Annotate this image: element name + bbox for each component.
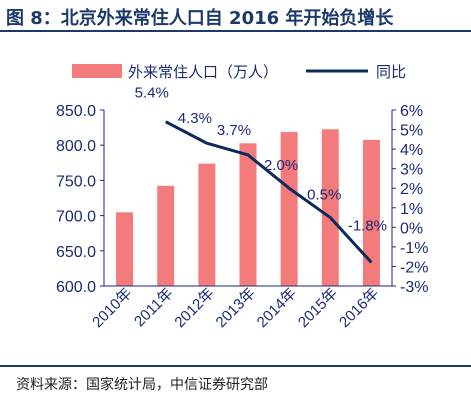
x-tick-label: 2014年 (254, 285, 300, 331)
x-tick-label: 2012年 (171, 285, 217, 331)
right-tick-label: -1% (400, 240, 428, 257)
bar (116, 212, 134, 286)
x-tick-label: 2016年 (336, 285, 382, 331)
right-tick-label: 2% (400, 181, 423, 198)
left-tick-label: 750.0 (56, 173, 96, 190)
data-label: 5.4% (135, 85, 169, 102)
source-divider (0, 365, 471, 367)
bar (239, 143, 257, 286)
x-tick-label: 2010年 (89, 285, 135, 331)
x-tick-label: 2015年 (295, 285, 341, 331)
bar (280, 132, 298, 286)
bar (321, 129, 339, 286)
data-label: 4.3% (178, 110, 212, 127)
right-tick-label: -2% (400, 259, 428, 276)
right-tick-label: 3% (400, 162, 423, 179)
legend-label-bars: 外来常住人口（万人） (128, 63, 278, 81)
left-tick-label: 700.0 (56, 209, 96, 226)
right-tick-label: 5% (400, 123, 423, 140)
right-tick-label: 6% (400, 103, 423, 120)
title-underline (0, 30, 471, 32)
legend-label-line: 同比 (376, 63, 406, 81)
right-tick-label: 1% (400, 201, 423, 218)
data-label: 3.7% (217, 122, 251, 139)
source-note: 资料来源：国家统计局，中信证券研究部 (16, 377, 268, 393)
bar (157, 185, 175, 286)
chart-title: 图 8：北京外来常住人口自 2016 年开始负增长 (6, 8, 394, 29)
data-label: 0.5% (307, 187, 341, 204)
left-tick-label: 650.0 (56, 244, 96, 261)
bar (198, 163, 216, 286)
data-label: -1.8% (348, 218, 387, 235)
yoy-line (165, 120, 373, 264)
left-tick-label: 800.0 (56, 138, 96, 155)
right-tick-label: 4% (400, 142, 423, 159)
left-tick-label: 600.0 (56, 279, 96, 296)
x-tick-label: 2011年 (131, 285, 176, 330)
right-tick-label: 0% (400, 220, 423, 237)
left-tick-label: 850.0 (56, 103, 96, 120)
bar (362, 139, 380, 286)
right-tick-label: -3% (400, 279, 428, 296)
data-label: 2.0% (264, 157, 298, 174)
x-tick-label: 2013年 (213, 285, 259, 331)
legend-swatch-bars (72, 64, 122, 78)
